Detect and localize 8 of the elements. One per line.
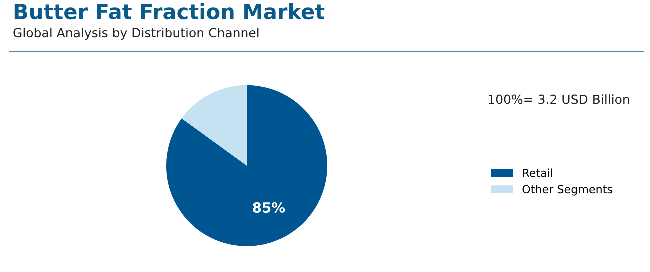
text: 100%= 3.2 USD Billion (488, 94, 630, 104)
pie-slice (182, 85, 247, 166)
legend-label: Other Segments (522, 185, 612, 196)
legend-label: Retail (523, 168, 552, 178)
pie-slice (166, 85, 328, 246)
data-label: 85% (253, 202, 286, 213)
chart-subtitle: Global Analysis by Distribution Channel (14, 28, 259, 40)
chart-title: Butter Fat Fraction Market (14, 4, 325, 20)
